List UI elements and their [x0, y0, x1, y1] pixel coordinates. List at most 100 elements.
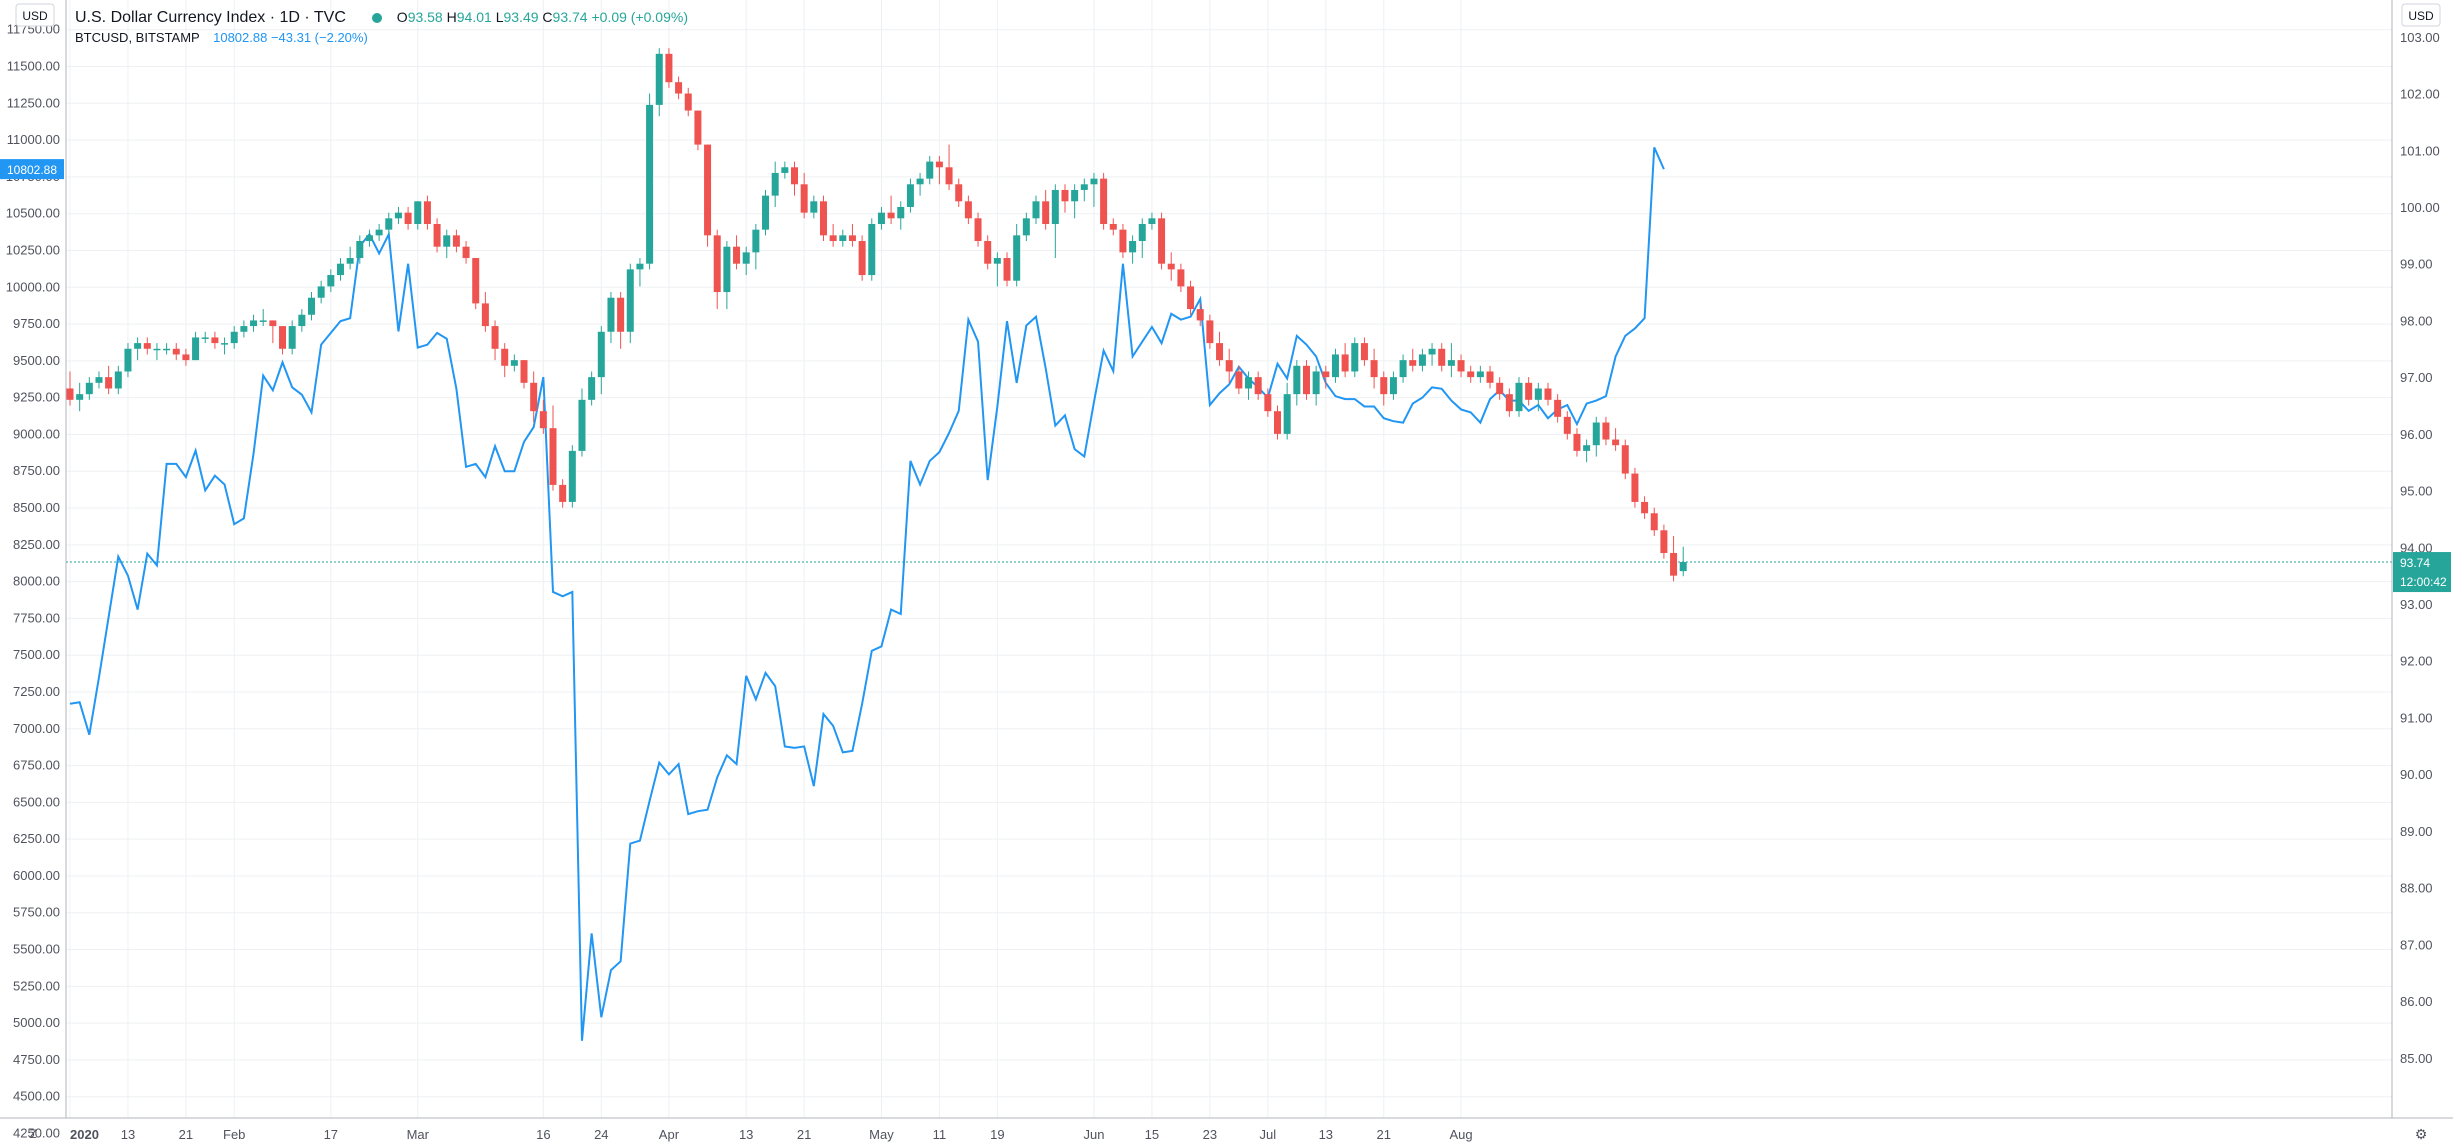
candle-body [385, 218, 393, 230]
candle [143, 337, 151, 355]
candle-body [1109, 223, 1117, 230]
left-tick-label: 11500.00 [7, 59, 60, 74]
candle-body [433, 223, 441, 247]
candle [762, 189, 770, 236]
candle [1476, 365, 1484, 383]
candle-body [636, 263, 644, 270]
candle-body [201, 337, 209, 339]
right-tick-label: 96.00 [2400, 427, 2433, 442]
candle [530, 371, 538, 423]
candle [1331, 348, 1339, 383]
candle [1196, 303, 1204, 327]
candle-body [588, 377, 596, 400]
candle-body [491, 326, 499, 349]
symbol-legend[interactable]: U.S. Dollar Currency Index · 1D · TVC O9… [75, 6, 688, 29]
candle [462, 241, 470, 264]
candle [665, 48, 673, 88]
candle-body [1100, 178, 1108, 224]
candle [607, 292, 615, 344]
candle [327, 269, 335, 293]
candle [1399, 354, 1407, 383]
badge-bg [2393, 552, 2451, 593]
candle-body [356, 241, 364, 259]
candle-body [819, 201, 827, 236]
candle-body [1592, 422, 1600, 446]
left-tick-label: 10500.00 [6, 206, 60, 221]
badge-bg [0, 159, 64, 180]
candle-body [1042, 201, 1050, 224]
candle-body [105, 377, 113, 389]
candle-body [1670, 552, 1678, 576]
candle-body [1515, 382, 1523, 412]
x-tick-label: Mar [407, 1127, 430, 1142]
candle-body [752, 229, 760, 253]
candle [964, 195, 972, 224]
settings-icon[interactable]: ⚙ [2415, 1127, 2428, 1143]
candle [298, 309, 306, 332]
candle-body [1341, 354, 1349, 372]
candle [1496, 377, 1504, 400]
candle [1216, 331, 1224, 366]
candle [76, 382, 84, 412]
candle [1254, 371, 1262, 400]
candle-body [1051, 189, 1059, 224]
candle-body [675, 82, 683, 94]
dxy-price-badge-text: 93.74 [2400, 556, 2430, 570]
candle-body [1399, 360, 1407, 378]
candle [1264, 388, 1272, 417]
candle [1138, 218, 1146, 259]
candle-body [452, 235, 460, 247]
candle [1563, 411, 1571, 440]
candle-body [1351, 343, 1359, 372]
candle [829, 223, 837, 247]
candle [1293, 360, 1301, 406]
chart-grid [66, 0, 2392, 1118]
left-tick-label: 9500.00 [13, 353, 60, 368]
overlay-legend[interactable]: BTCUSD, BITSTAMP 10802.88 −43.31 (−2.20%… [75, 30, 368, 45]
candle [1071, 184, 1079, 219]
candle [578, 388, 586, 457]
candle [1245, 371, 1253, 400]
candle [549, 405, 557, 491]
candle [559, 479, 567, 508]
candle [1602, 416, 1610, 446]
candle [1505, 388, 1513, 417]
candle-body [1370, 360, 1378, 378]
left-tick-label: 4500.00 [13, 1089, 60, 1104]
candle-body [1312, 371, 1320, 395]
candle [491, 320, 499, 361]
candle [1428, 343, 1436, 366]
candle [259, 309, 267, 327]
candle-body [124, 348, 132, 372]
candle-body [66, 388, 74, 400]
candle-body [1322, 371, 1330, 378]
candle [211, 331, 219, 349]
candle [887, 195, 895, 224]
candle-body [1602, 422, 1610, 440]
timezone-corner-button[interactable]: Z [29, 1127, 36, 1141]
candle [1438, 343, 1446, 372]
candle [1003, 252, 1011, 287]
candle [617, 292, 625, 349]
market-status-icon [372, 12, 383, 23]
candle [1534, 382, 1542, 412]
candle [385, 212, 393, 236]
candle-body [1196, 309, 1204, 321]
right-tick-label: 95.00 [2400, 484, 2433, 499]
candle-body [935, 161, 943, 168]
candle-body [1573, 433, 1581, 451]
candle-body [1022, 218, 1030, 236]
x-tick-label: 13 [1319, 1127, 1333, 1142]
candle [1090, 172, 1098, 207]
candle-body [839, 235, 847, 242]
candle-body [1206, 320, 1214, 344]
left-tick-label: 10250.00 [6, 242, 60, 257]
candle-body [733, 246, 741, 264]
low-value: 93.49 [503, 9, 539, 25]
candle-body [1119, 229, 1127, 253]
right-tick-label: 92.00 [2400, 654, 2433, 669]
x-tick-label: Apr [659, 1127, 680, 1142]
candle-body [1293, 365, 1301, 395]
candle-body [549, 428, 557, 485]
